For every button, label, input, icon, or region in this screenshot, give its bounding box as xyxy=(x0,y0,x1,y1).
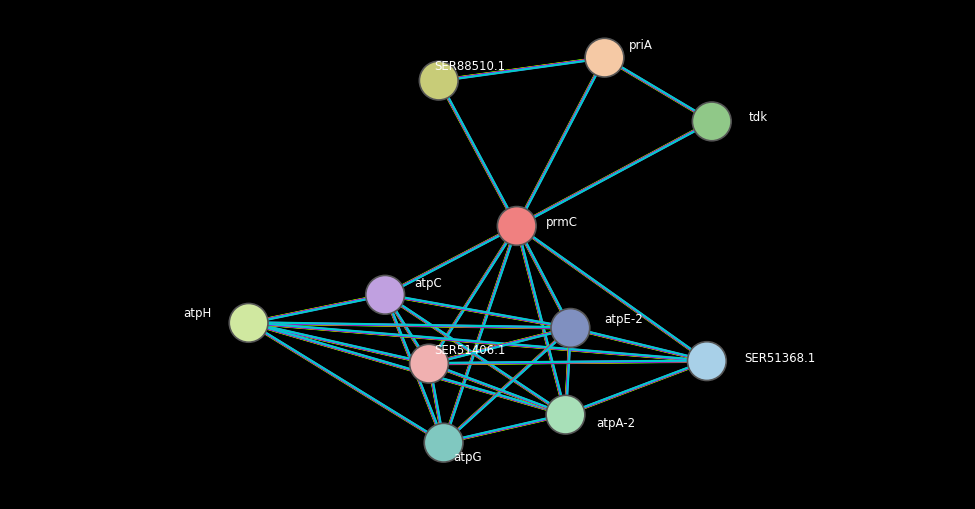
Text: atpH: atpH xyxy=(183,306,212,320)
Ellipse shape xyxy=(410,345,449,383)
Ellipse shape xyxy=(419,62,458,101)
Ellipse shape xyxy=(497,207,536,246)
Ellipse shape xyxy=(229,304,268,343)
Ellipse shape xyxy=(687,342,726,381)
Ellipse shape xyxy=(546,395,585,434)
Text: tdk: tdk xyxy=(749,110,768,124)
Text: atpC: atpC xyxy=(414,276,442,289)
Ellipse shape xyxy=(424,423,463,462)
Ellipse shape xyxy=(551,309,590,348)
Ellipse shape xyxy=(692,103,731,142)
Text: prmC: prmC xyxy=(546,216,578,229)
Ellipse shape xyxy=(366,276,405,315)
Text: atpE-2: atpE-2 xyxy=(604,313,644,326)
Text: SER51368.1: SER51368.1 xyxy=(744,351,815,364)
Text: priA: priA xyxy=(629,39,652,52)
Text: SER88510.1: SER88510.1 xyxy=(434,60,505,73)
Text: atpA-2: atpA-2 xyxy=(597,416,636,429)
Text: atpG: atpG xyxy=(453,450,482,464)
Ellipse shape xyxy=(585,39,624,78)
Text: SER51406.1: SER51406.1 xyxy=(434,343,505,356)
